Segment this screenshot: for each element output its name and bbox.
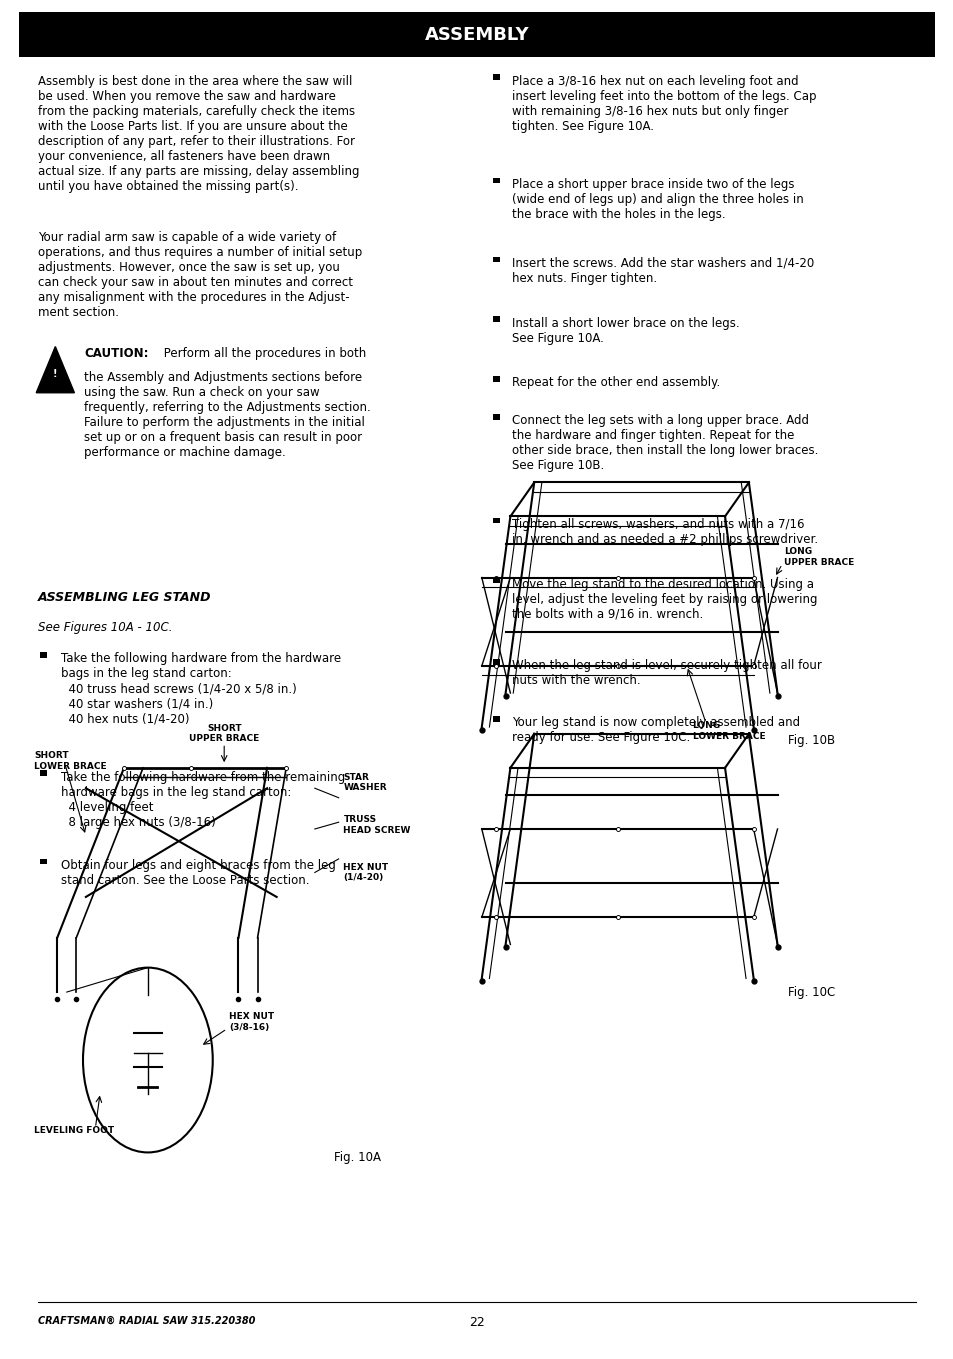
Text: Your leg stand is now completely assembled and
ready for use. See Figure 10C.: Your leg stand is now completely assembl…: [512, 716, 800, 745]
Text: Move the leg stand to the desired location. Using a
level, adjust the leveling f: Move the leg stand to the desired locati…: [512, 578, 817, 621]
Bar: [493, 317, 499, 322]
Text: Take the following hardware from the hardware
bags in the leg stand carton:
  40: Take the following hardware from the har…: [61, 652, 341, 726]
Text: CAUTION:: CAUTION:: [84, 347, 149, 360]
Text: Insert the screws. Add the star washers and 1/4-20
hex nuts. Finger tighten.: Insert the screws. Add the star washers …: [512, 257, 814, 285]
Bar: [493, 376, 499, 382]
Text: Place a 3/8-16 hex nut on each leveling foot and
insert leveling feet into the b: Place a 3/8-16 hex nut on each leveling …: [512, 75, 816, 133]
Text: Fig. 10C: Fig. 10C: [787, 985, 835, 999]
Text: ASSEMBLY: ASSEMBLY: [424, 26, 529, 43]
Text: Tighten all screws, washers, and nuts with a 7/16
in. wrench and as needed a #2 : Tighten all screws, washers, and nuts wi…: [512, 518, 818, 546]
Bar: [493, 518, 499, 523]
Text: LEVELING FOOT: LEVELING FOOT: [34, 1127, 114, 1135]
Polygon shape: [36, 347, 74, 393]
Bar: [40, 859, 47, 864]
Text: TRUSS
HEAD SCREW: TRUSS HEAD SCREW: [343, 815, 411, 834]
Text: HEX NUT
(3/8-16): HEX NUT (3/8-16): [229, 1012, 274, 1031]
Text: Place a short upper brace inside two of the legs
(wide end of legs up) and align: Place a short upper brace inside two of …: [512, 178, 803, 222]
Text: Connect the leg sets with a long upper brace. Add
the hardware and finger tighte: Connect the leg sets with a long upper b…: [512, 414, 818, 473]
Bar: [40, 771, 47, 776]
Text: Obtain four legs and eight braces from the leg
stand carton. See the Loose Parts: Obtain four legs and eight braces from t…: [61, 859, 335, 887]
Bar: [493, 178, 499, 183]
Text: SHORT
UPPER BRACE: SHORT UPPER BRACE: [189, 724, 259, 743]
Text: Assembly is best done in the area where the saw will
be used. When you remove th: Assembly is best done in the area where …: [38, 75, 359, 193]
Text: Take the following hardware from the remaining
hardware bags in the leg stand ca: Take the following hardware from the rem…: [61, 771, 345, 829]
Text: 22: 22: [469, 1316, 484, 1329]
Text: LONG
UPPER BRACE: LONG UPPER BRACE: [783, 548, 854, 567]
Bar: [40, 652, 47, 658]
Bar: [493, 257, 499, 262]
Text: CRAFTSMAN® RADIAL SAW 315.220380: CRAFTSMAN® RADIAL SAW 315.220380: [38, 1316, 255, 1325]
Text: Install a short lower brace on the legs.
See Figure 10A.: Install a short lower brace on the legs.…: [512, 317, 740, 345]
Bar: [19, 12, 934, 57]
Bar: [493, 414, 499, 420]
Text: Your radial arm saw is capable of a wide variety of
operations, and thus require: Your radial arm saw is capable of a wide…: [38, 231, 362, 319]
Text: Fig. 10B: Fig. 10B: [787, 734, 834, 747]
Text: Repeat for the other end assembly.: Repeat for the other end assembly.: [512, 376, 720, 390]
Text: !: !: [53, 368, 57, 379]
Text: HEX NUT
(1/4-20): HEX NUT (1/4-20): [343, 863, 388, 882]
Text: See Figures 10A - 10C.: See Figures 10A - 10C.: [38, 621, 172, 635]
Text: When the leg stand is level, securely tighten all four
nuts with the wrench.: When the leg stand is level, securely ti…: [512, 659, 821, 688]
Bar: [493, 578, 499, 583]
Text: ASSEMBLING LEG STAND: ASSEMBLING LEG STAND: [38, 591, 212, 605]
Text: LONG
LOWER BRACE: LONG LOWER BRACE: [692, 722, 764, 741]
Bar: [493, 659, 499, 665]
Text: the Assembly and Adjustments sections before
using the saw. Run a check on your : the Assembly and Adjustments sections be…: [84, 371, 371, 459]
Text: STAR
WASHER: STAR WASHER: [343, 773, 387, 792]
Text: Fig. 10A: Fig. 10A: [334, 1151, 380, 1165]
Text: SHORT
LOWER BRACE: SHORT LOWER BRACE: [34, 752, 107, 771]
Text: Perform all the procedures in both: Perform all the procedures in both: [160, 347, 366, 360]
Bar: [493, 75, 499, 80]
Bar: [493, 716, 499, 722]
